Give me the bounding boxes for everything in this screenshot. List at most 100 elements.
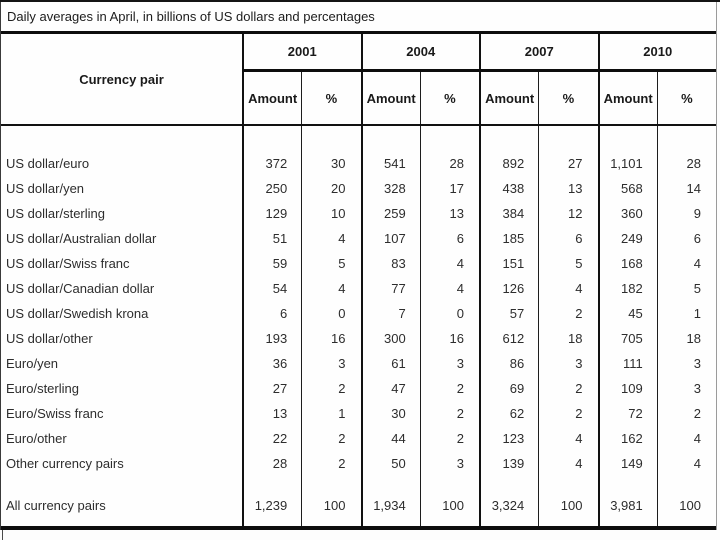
- amount-cell: 259: [360, 201, 420, 226]
- percent-cell: 6: [419, 226, 479, 251]
- column-header-percent: %: [301, 72, 360, 124]
- spacer-row: [1, 476, 716, 492]
- percent-cell: 4: [301, 226, 360, 251]
- amount-cell: 3,981: [597, 492, 657, 518]
- percent-cell: 4: [538, 276, 597, 301]
- percent-cell: 3: [538, 351, 597, 376]
- percent-cell: 1: [656, 301, 716, 326]
- amount-cell: 36: [242, 351, 301, 376]
- table-row: US dollar/Swiss franc 59 5 83 4 151 5 168 4: [1, 251, 716, 276]
- amount-cell: 384: [479, 201, 538, 226]
- row-label: US dollar/Australian dollar: [6, 231, 157, 246]
- percent-cell: 28: [419, 151, 479, 176]
- percent-cell: 4: [538, 426, 597, 451]
- percent-cell: 3: [656, 351, 716, 376]
- amount-cell: 111: [597, 351, 657, 376]
- row-label: US dollar/yen: [6, 181, 85, 196]
- amount-cell: 300: [360, 326, 420, 351]
- amount-cell: 892: [479, 151, 538, 176]
- empty-cell: [1, 126, 242, 151]
- spacer-row: [1, 518, 716, 526]
- amount-cell: 22: [242, 426, 301, 451]
- amount-cell: 51: [242, 226, 301, 251]
- percent-cell: 9: [656, 201, 716, 226]
- amount-cell: 151: [479, 251, 538, 276]
- amount-cell: 149: [597, 451, 657, 476]
- column-header-percent: %: [419, 72, 479, 124]
- percent-cell: 2: [538, 301, 597, 326]
- percent-cell: 4: [419, 251, 479, 276]
- percent-cell: 2: [419, 426, 479, 451]
- amount-cell: 30: [360, 401, 420, 426]
- percent-cell: 28: [656, 151, 716, 176]
- percent-cell: 0: [419, 301, 479, 326]
- amount-cell: [597, 126, 657, 151]
- amount-cell: [242, 518, 301, 526]
- amount-cell: 541: [360, 151, 420, 176]
- amount-cell: 27: [242, 376, 301, 401]
- empty-cell: [1, 518, 242, 526]
- table-row: Euro/sterling 27 2 47 2 69 2 109 3: [1, 376, 716, 401]
- percent-cell: 2: [419, 401, 479, 426]
- percent-cell: 13: [419, 201, 479, 226]
- table-frame: Daily averages in April, in billions of …: [0, 2, 717, 530]
- table-header: Currency pair 2001 Amount% 2004 Amount% 2007…: [1, 34, 716, 126]
- percent-cell: 14: [656, 176, 716, 201]
- table-row: US dollar/Australian dollar 51 4 107 6 185 6 24…: [1, 226, 716, 251]
- amount-cell: [479, 476, 538, 492]
- amount-cell: 139: [479, 451, 538, 476]
- top-rule: [0, 0, 720, 2]
- title-divider-rule: [1, 31, 716, 34]
- row-label: US dollar/other: [6, 331, 93, 346]
- amount-cell: 72: [597, 401, 657, 426]
- column-group-year: 2004: [360, 34, 479, 72]
- percent-cell: 2: [419, 376, 479, 401]
- amount-cell: [597, 518, 657, 526]
- percent-cell: 2: [538, 376, 597, 401]
- amount-cell: [360, 518, 420, 526]
- amount-cell: 705: [597, 326, 657, 351]
- column-group-year: 2001: [242, 34, 361, 72]
- percent-cell: 2: [301, 426, 360, 451]
- percent-cell: [656, 476, 716, 492]
- amount-cell: [242, 476, 301, 492]
- table-row: US dollar/other 193 16 300 16 612 18 705 18: [1, 326, 716, 351]
- percent-cell: 5: [301, 251, 360, 276]
- left-border-stub: [2, 530, 3, 540]
- row-label: US dollar/Canadian dollar: [6, 281, 155, 296]
- percent-cell: [538, 476, 597, 492]
- amount-cell: [597, 476, 657, 492]
- percent-cell: 5: [656, 276, 716, 301]
- percent-cell: 1: [301, 401, 360, 426]
- column-header-amount: Amount: [597, 72, 657, 124]
- percent-cell: [301, 518, 360, 526]
- bottom-rule: [1, 526, 716, 530]
- percent-cell: [419, 476, 479, 492]
- amount-cell: 6: [242, 301, 301, 326]
- amount-cell: 109: [597, 376, 657, 401]
- amount-cell: 129: [242, 201, 301, 226]
- percent-cell: [538, 126, 597, 151]
- row-label: All currency pairs: [6, 497, 106, 513]
- percent-cell: 4: [656, 251, 716, 276]
- percent-cell: 5: [538, 251, 597, 276]
- amount-cell: 45: [597, 301, 657, 326]
- percent-cell: 4: [419, 276, 479, 301]
- amount-cell: 86: [479, 351, 538, 376]
- percent-cell: 3: [656, 376, 716, 401]
- percent-cell: 4: [538, 451, 597, 476]
- amount-cell: 328: [360, 176, 420, 201]
- amount-cell: 50: [360, 451, 420, 476]
- percent-cell: 3: [419, 451, 479, 476]
- amount-cell: 168: [597, 251, 657, 276]
- amount-cell: 57: [479, 301, 538, 326]
- percent-cell: 2: [656, 401, 716, 426]
- percent-cell: 3: [419, 351, 479, 376]
- row-label: US dollar/Swiss franc: [6, 256, 130, 271]
- percent-cell: 100: [301, 492, 360, 518]
- amount-cell: 77: [360, 276, 420, 301]
- amount-cell: [360, 126, 420, 151]
- amount-cell: 62: [479, 401, 538, 426]
- amount-cell: 612: [479, 326, 538, 351]
- percent-cell: 6: [538, 226, 597, 251]
